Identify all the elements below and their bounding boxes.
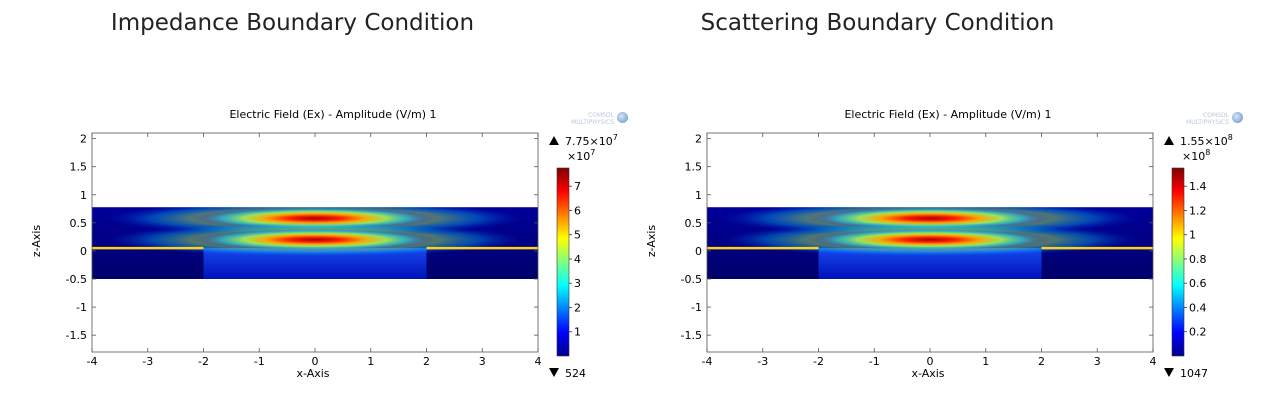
colorbar-max-label: 1.55×108	[1180, 133, 1233, 148]
colorbar-tick-label: 3	[574, 277, 581, 290]
y-tick-label: 2	[80, 133, 87, 146]
y-tick-label: 0.5	[685, 217, 703, 230]
colorbar-multiplier: ×107	[567, 148, 595, 163]
x-tick-label: 1	[367, 355, 374, 368]
x-tick-label: 2	[423, 355, 430, 368]
max-triangle-icon	[1164, 136, 1174, 145]
comsol-globe-icon	[1232, 112, 1243, 123]
colorbar-tick-label: 4	[574, 253, 581, 266]
colorbar-tick-label: 0.2	[1189, 326, 1207, 339]
colorbar-multiplier: ×108	[1182, 148, 1210, 163]
colorbar-tick-label: 1	[574, 326, 581, 339]
x-axis-label: x-Axis	[911, 367, 944, 380]
x-tick-label: 3	[479, 355, 486, 368]
x-tick-label: 4	[535, 355, 542, 368]
comsol-globe-icon	[617, 112, 628, 123]
field-lobe	[195, 228, 435, 251]
watermark-text: COMSOL MULTIPHYSICS	[571, 112, 614, 126]
colorbar-tick-label: 0.6	[1189, 277, 1207, 290]
x-tick-label: 1	[982, 355, 989, 368]
y-axis-label: z-Axis	[645, 225, 658, 258]
impedance-panel: Impedance Boundary Condition COMSOL MULTI…	[30, 10, 628, 380]
colorbar-multiplier-exponent: 7	[590, 148, 595, 157]
colorbar-tick-label: 0.4	[1189, 301, 1207, 314]
x-tick-label: -1	[869, 355, 880, 368]
y-tick-label: 0.5	[70, 217, 88, 230]
colorbar	[1171, 167, 1185, 357]
x-tick-label: -3	[142, 355, 153, 368]
x-tick-label: 0	[312, 355, 319, 368]
scattering-field-plot: Electric Field (Ex) - Amplitude (V/m) 1 -…	[645, 108, 1233, 380]
y-tick-label: 2	[695, 133, 702, 146]
colorbar-tick-label: 5	[574, 229, 581, 242]
comsol-logo: COMSOL MULTIPHYSICS	[552, 112, 628, 130]
x-tick-label: -4	[87, 355, 98, 368]
y-tick-label: 1	[80, 189, 87, 202]
x-axis-label: x-Axis	[296, 367, 329, 380]
y-tick-label: -1	[691, 301, 702, 314]
scattering-panel: Scattering Boundary Condition COMSOL MULT…	[615, 0, 1250, 419]
y-tick-label: -0.5	[66, 273, 87, 286]
field-domain	[92, 207, 538, 279]
impedance-field-plot: Electric Field (Ex) - Amplitude (V/m) 1 -…	[30, 108, 618, 380]
y-tick-label: 1	[695, 189, 702, 202]
y-tick-label: 1.5	[70, 161, 88, 174]
x-tick-label: -3	[757, 355, 768, 368]
y-axis-label: z-Axis	[30, 225, 43, 258]
comsol-logo: COMSOL MULTIPHYSICS	[1167, 112, 1243, 130]
y-tick-label: 0	[695, 245, 702, 258]
field-domain	[707, 207, 1153, 279]
colorbar-tick-label: 7	[574, 180, 581, 193]
colorbar-multiplier-exponent: 8	[1205, 148, 1210, 157]
plot-title: Electric Field (Ex) - Amplitude (V/m) 1	[844, 108, 1051, 121]
y-tick-label: 1.5	[685, 161, 703, 174]
colorbar-tick-label: 1.2	[1189, 204, 1207, 217]
x-tick-label: -2	[813, 355, 824, 368]
min-triangle-icon	[1164, 368, 1174, 377]
colorbar-min-label: 524	[565, 367, 586, 380]
colorbar-tick-label: 0.8	[1189, 253, 1207, 266]
x-tick-label: -4	[702, 355, 713, 368]
y-tick-label: -0.5	[681, 273, 702, 286]
x-tick-label: 3	[1094, 355, 1101, 368]
colorbar-max-exponent: 8	[1228, 133, 1233, 142]
y-tick-label: -1	[76, 301, 87, 314]
panel-heading: Scattering Boundary Condition	[700, 10, 1055, 36]
x-tick-label: 2	[1038, 355, 1045, 368]
colorbar-max-exponent: 7	[613, 133, 618, 142]
watermark-text: COMSOL MULTIPHYSICS	[1186, 112, 1229, 126]
max-triangle-icon	[549, 136, 559, 145]
plot-title: Electric Field (Ex) - Amplitude (V/m) 1	[229, 108, 436, 121]
field-lobe	[810, 228, 1050, 251]
colorbar-max-label: 7.75×107	[565, 133, 618, 148]
min-triangle-icon	[549, 368, 559, 377]
colorbar-tick-label: 6	[574, 204, 581, 217]
x-tick-label: -1	[254, 355, 265, 368]
y-tick-label: -1.5	[681, 329, 702, 342]
x-tick-label: 4	[1150, 355, 1157, 368]
x-tick-label: 0	[927, 355, 934, 368]
y-tick-label: -1.5	[66, 329, 87, 342]
colorbar-tick-label: 1.4	[1189, 180, 1207, 193]
colorbar	[556, 167, 570, 357]
panel-heading: Impedance Boundary Condition	[110, 10, 475, 36]
y-tick-label: 0	[80, 245, 87, 258]
colorbar-tick-label: 1	[1189, 229, 1196, 242]
colorbar-tick-label: 2	[574, 301, 581, 314]
colorbar-min-label: 1047	[1180, 367, 1208, 380]
x-tick-label: -2	[198, 355, 209, 368]
